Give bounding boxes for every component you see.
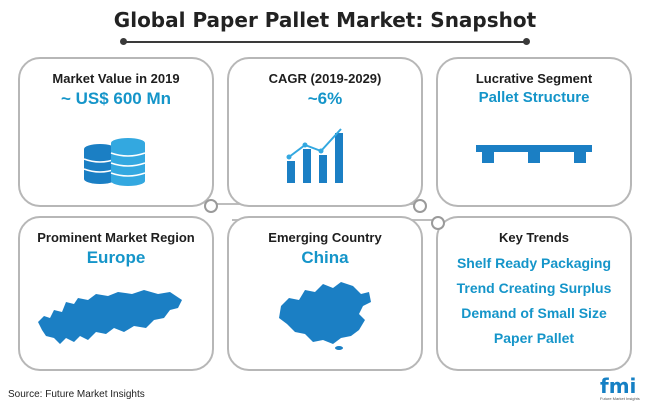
logo-text: fmi xyxy=(600,374,637,398)
market-region-card: Prominent Market Region Europe xyxy=(18,216,214,371)
cagr-value: ~6% xyxy=(307,89,343,108)
europe-map-icon xyxy=(38,290,182,344)
market-value-heading: Market Value in 2019 xyxy=(52,71,180,86)
lucrative-segment-card: Lucrative Segment Pallet Structure xyxy=(436,57,632,207)
connector-knob xyxy=(413,199,427,213)
china-map-icon xyxy=(279,282,371,350)
key-trend-item: Trend Creating Surplus xyxy=(456,280,612,296)
market-value-card: Market Value in 2019 ~ US$ 600 Mn xyxy=(18,57,218,213)
market-region-heading: Prominent Market Region xyxy=(37,230,195,245)
source-note: Source: Future Market Insights xyxy=(8,389,145,400)
key-trend-item: Shelf Ready Packaging xyxy=(456,255,612,271)
pallet-icon xyxy=(476,145,592,163)
bar-chart-icon xyxy=(286,128,343,183)
key-trends-card: Key Trends Shelf Ready Packaging Trend C… xyxy=(431,216,632,371)
connector-knob xyxy=(431,216,445,230)
cagr-heading: CAGR (2019-2029) xyxy=(268,71,382,86)
emerging-country-value: China xyxy=(301,248,349,267)
lucrative-segment-value: Pallet Structure xyxy=(478,89,590,106)
title-underline xyxy=(124,41,526,43)
database-icon xyxy=(83,138,146,186)
emerging-country-heading: Emerging Country xyxy=(268,230,382,245)
key-trends-heading: Key Trends xyxy=(498,230,570,245)
cagr-card: CAGR (2019-2029) ~6% xyxy=(227,57,427,213)
fmi-logo: fmi Future Market Insights xyxy=(600,376,644,406)
key-trend-item: Demand of Small Size xyxy=(461,305,607,321)
lucrative-segment-heading: Lucrative Segment xyxy=(475,71,593,86)
title-line-left-dot xyxy=(120,38,127,45)
title-line-right-dot xyxy=(523,38,530,45)
market-value-value: ~ US$ 600 Mn xyxy=(60,89,172,108)
market-region-value: Europe xyxy=(86,248,146,267)
key-trend-item: Paper Pallet xyxy=(493,330,575,346)
connector-knob xyxy=(204,199,218,213)
page-title: Global Paper Pallet Market: Snapshot xyxy=(113,8,537,32)
logo-tagline: Future Market Insights xyxy=(600,396,640,401)
emerging-country-card: Emerging Country China xyxy=(227,216,423,371)
